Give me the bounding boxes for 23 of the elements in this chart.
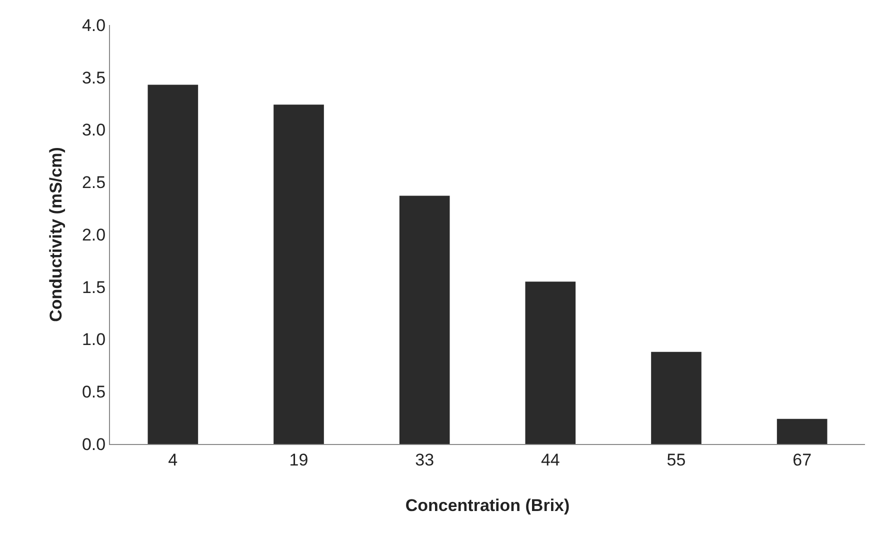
y-axis-title: Conductivity (mS/cm): [46, 147, 66, 322]
y-tick-label: 4.0: [82, 16, 106, 35]
x-tick-label: 44: [540, 450, 560, 470]
y-tick-label: 3.0: [82, 120, 106, 140]
y-tick-label: 1.0: [82, 330, 106, 350]
x-tick-label: 67: [792, 450, 812, 470]
bar: [651, 352, 702, 444]
x-tick-label: 55: [666, 450, 686, 470]
y-tick-label: 0.0: [82, 434, 106, 454]
bar: [274, 104, 324, 444]
x-tick-label: 19: [289, 450, 308, 470]
bar: [148, 84, 198, 444]
y-tick-label: 3.5: [82, 68, 106, 88]
bar: [776, 418, 828, 444]
bar: [525, 282, 576, 444]
y-tick-label: 1.5: [82, 278, 106, 297]
x-axis-title: Concentration (Brix): [405, 496, 570, 515]
x-tick-label: 33: [415, 450, 434, 470]
y-tick-label: 2.5: [82, 173, 106, 192]
bar: [399, 196, 450, 444]
x-tick-label: 4: [168, 450, 178, 470]
y-tick-label: 0.5: [82, 382, 106, 402]
y-tick-label: 2.0: [82, 225, 106, 244]
